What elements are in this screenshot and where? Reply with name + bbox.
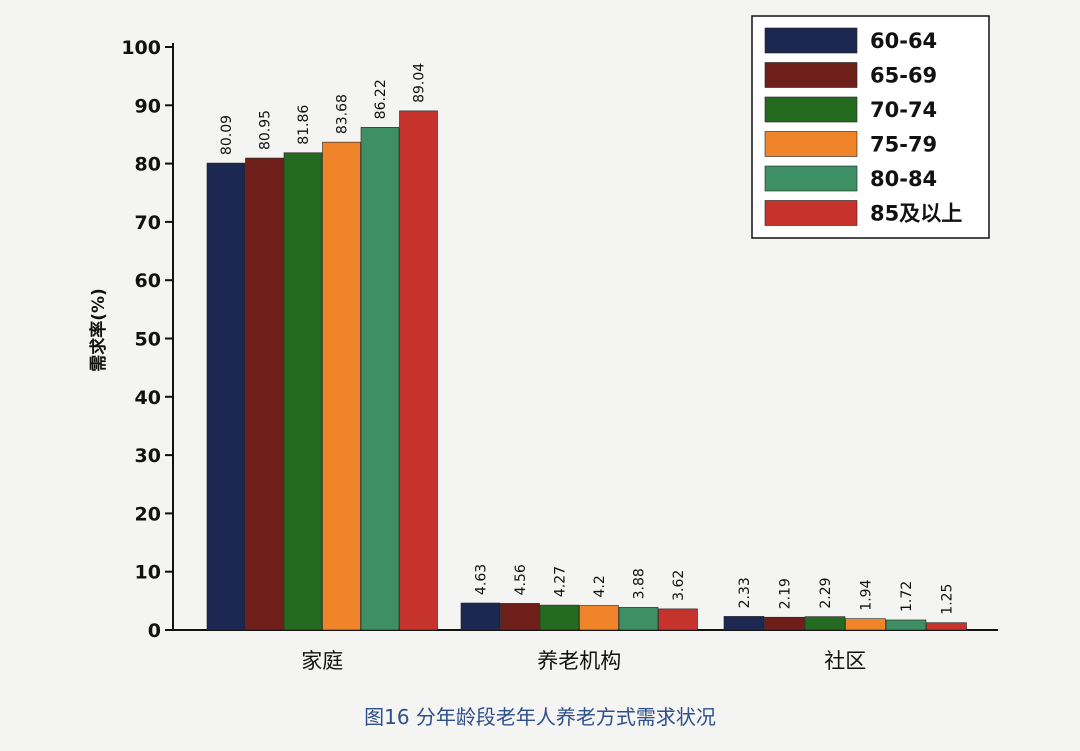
value-label: 89.04 bbox=[411, 63, 427, 103]
bar-75-79-家庭 bbox=[322, 141, 361, 631]
value-label: 83.68 bbox=[334, 94, 350, 134]
bar-60-64-养老机构 bbox=[460, 602, 501, 631]
legend-label: 60-64 bbox=[870, 29, 937, 53]
bar-60-64-家庭 bbox=[206, 162, 246, 631]
value-label: 4.63 bbox=[473, 564, 489, 595]
bar-70-74-社区 bbox=[804, 616, 846, 631]
value-label: 3.88 bbox=[631, 568, 647, 599]
value-label: 4.27 bbox=[552, 566, 568, 597]
value-label: 4.56 bbox=[513, 564, 529, 595]
bar-80-84-养老机构 bbox=[618, 607, 659, 631]
value-label: 80.09 bbox=[219, 115, 235, 155]
value-label: 2.33 bbox=[737, 577, 753, 608]
y-tick-label: 0 bbox=[148, 620, 161, 642]
figure-caption: 图16 分年龄段老年人养老方式需求状况 bbox=[364, 705, 716, 729]
value-label: 2.19 bbox=[777, 578, 793, 609]
value-label: 4.2 bbox=[592, 575, 608, 597]
value-label: 1.94 bbox=[858, 579, 874, 610]
value-label: 80.95 bbox=[257, 110, 273, 150]
bar-65-69-养老机构 bbox=[500, 603, 540, 631]
x-category-label: 家庭 bbox=[301, 649, 343, 673]
y-tick-label: 10 bbox=[135, 562, 161, 584]
bar-70-74-家庭 bbox=[283, 152, 323, 631]
bar-70-74-养老机构 bbox=[539, 604, 580, 631]
y-tick-label: 30 bbox=[135, 445, 161, 467]
bar-80-84-社区 bbox=[885, 619, 927, 631]
y-tick-label: 60 bbox=[135, 270, 161, 292]
bar-80-84-家庭 bbox=[360, 127, 400, 631]
value-label: 1.72 bbox=[899, 581, 915, 612]
y-tick-label: 70 bbox=[135, 212, 161, 234]
y-tick-label: 100 bbox=[121, 37, 161, 59]
bar-75-79-社区 bbox=[845, 618, 886, 631]
value-label: 3.62 bbox=[671, 570, 687, 601]
legend-swatch bbox=[764, 27, 858, 54]
value-label: 1.25 bbox=[939, 584, 955, 615]
bar-65-69-家庭 bbox=[245, 157, 284, 631]
legend-label: 85及以上 bbox=[870, 202, 962, 226]
x-category-label: 社区 bbox=[824, 649, 866, 673]
legend-swatch bbox=[764, 62, 858, 88]
bar-85及以上-家庭 bbox=[399, 110, 438, 631]
legend: 60-64 65-69 70-74 75-79 80-84 85及以上 bbox=[751, 15, 990, 239]
bar-60-64-社区 bbox=[723, 616, 765, 631]
legend-label: 75-79 bbox=[870, 133, 937, 157]
legend-swatch bbox=[764, 96, 858, 123]
value-label: 86.22 bbox=[373, 79, 389, 119]
legend-label: 65-69 bbox=[870, 64, 937, 88]
value-label: 81.86 bbox=[296, 105, 312, 145]
value-label: 2.29 bbox=[818, 577, 834, 608]
legend-swatch bbox=[764, 131, 858, 157]
legend-label: 70-74 bbox=[870, 98, 937, 122]
x-category-label: 养老机构 bbox=[537, 649, 621, 673]
y-tick-label: 90 bbox=[135, 95, 161, 117]
legend-label: 80-84 bbox=[870, 167, 937, 191]
y-tick-label: 80 bbox=[135, 154, 161, 176]
bar-65-69-社区 bbox=[764, 616, 805, 631]
y-axis-label: 需求率(%) bbox=[88, 288, 109, 372]
bar-75-79-养老机构 bbox=[579, 605, 619, 631]
legend-swatch bbox=[764, 200, 858, 226]
y-tick-label: 50 bbox=[135, 329, 161, 351]
y-tick-label: 20 bbox=[135, 503, 161, 525]
y-tick-label: 40 bbox=[135, 387, 161, 409]
bar-85及以上-养老机构 bbox=[658, 608, 698, 631]
legend-swatch bbox=[764, 165, 858, 192]
bar-85及以上-社区 bbox=[926, 622, 967, 631]
